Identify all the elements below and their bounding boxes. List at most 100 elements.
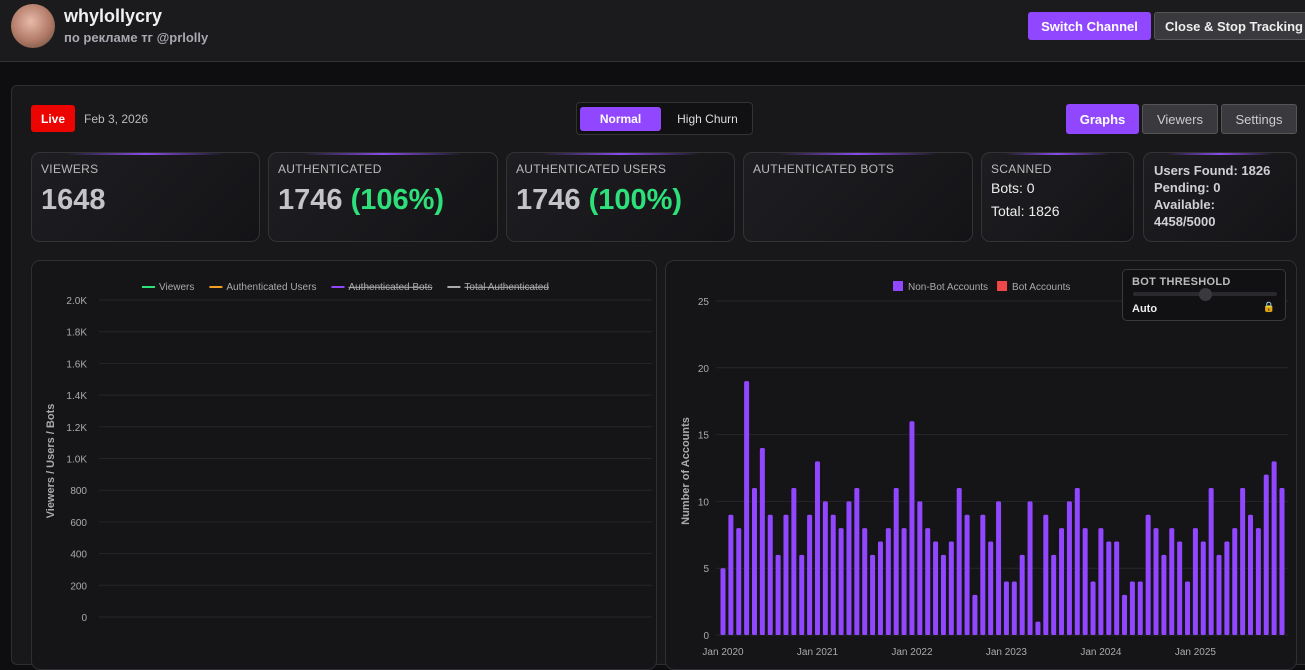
- tab-graphs[interactable]: Graphs: [1066, 104, 1139, 134]
- bar: [720, 568, 726, 635]
- authenticated-percent: (106%): [350, 184, 445, 216]
- y-tick-label: 0: [703, 631, 709, 642]
- bar: [1090, 581, 1096, 635]
- y-tick-label: 800: [70, 486, 87, 497]
- y-tick-label: 1.8K: [66, 328, 87, 339]
- y-tick-label: 1.4K: [66, 391, 87, 402]
- legend-swatch: [997, 281, 1008, 291]
- bar: [1129, 581, 1135, 635]
- bar: [1200, 541, 1206, 635]
- channel-header: whylollycry по рекламе тг @prlolly Switc…: [0, 0, 1305, 62]
- bar: [1145, 514, 1151, 635]
- bar: [1106, 541, 1112, 635]
- y-axis-label: Viewers / Users / Bots: [45, 404, 57, 519]
- live-badge: Live: [31, 105, 75, 132]
- bar-chart-svg: 0 5 10 15 20 25 Number of Accounts Jan 2020 Jan …: [680, 281, 1288, 658]
- bar: [1153, 528, 1159, 635]
- bar: [996, 501, 1002, 635]
- users-found: Users Found: 1826: [1154, 163, 1271, 178]
- viewers-label: VIEWERS: [41, 162, 99, 176]
- bot-threshold-slider-handle[interactable]: [1199, 288, 1212, 301]
- bar: [799, 554, 805, 635]
- tab-settings[interactable]: Settings: [1221, 104, 1297, 134]
- bar: [767, 514, 773, 635]
- bar: [830, 514, 836, 635]
- bot-threshold-value: Auto: [1132, 303, 1158, 315]
- bar: [862, 528, 868, 635]
- x-tick-label: Jan 2022: [891, 647, 933, 658]
- bar: [1255, 528, 1261, 635]
- x-tick-label: Jan 2024: [1080, 647, 1122, 658]
- bar: [1169, 528, 1175, 635]
- available-label: Available:: [1154, 197, 1215, 212]
- close-stop-tracking-button[interactable]: Close & Stop Tracking: [1154, 12, 1305, 40]
- bar: [1208, 488, 1214, 635]
- y-tick-label: 2.0K: [66, 296, 87, 307]
- viewers-line-chart: 0 200 400 600 800 1.0K 1.2K 1.4K 1.6K 1.8K 2.0K Vie…: [31, 260, 657, 670]
- bar: [1240, 488, 1246, 635]
- bar: [728, 514, 734, 635]
- bar: [1027, 501, 1033, 635]
- bar: [1137, 581, 1143, 635]
- x-tick-label: Jan 2025: [1175, 647, 1217, 658]
- line-chart-svg: 0 200 400 600 800 1.0K 1.2K 1.4K 1.6K 1.8K 2.0K Vie…: [45, 282, 652, 624]
- viewers-card: VIEWERS 1648: [31, 152, 260, 242]
- available-value: 4458/5000: [1154, 214, 1216, 229]
- y-tick-label: 25: [698, 297, 710, 308]
- x-tick-label: Jan 2021: [797, 647, 839, 658]
- bar: [980, 514, 986, 635]
- bar: [940, 554, 946, 635]
- y-tick-label: 1.0K: [66, 455, 87, 466]
- y-tick-label: 10: [698, 497, 710, 508]
- bar: [759, 447, 765, 635]
- avatar: [11, 4, 55, 48]
- mode-normal-button[interactable]: Normal: [580, 107, 661, 131]
- authenticated-bots-label: AUTHENTICATED BOTS: [753, 162, 895, 176]
- y-tick-label: 1.2K: [66, 423, 87, 434]
- legend-label: Authenticated Users: [226, 282, 316, 293]
- bar: [1066, 501, 1072, 635]
- bar: [1051, 554, 1057, 635]
- bar: [1248, 514, 1254, 635]
- bar: [1216, 554, 1222, 635]
- bar: [1003, 581, 1009, 635]
- bar: [1019, 554, 1025, 635]
- bar: [838, 528, 844, 635]
- y-tick-label: 1.6K: [66, 359, 87, 370]
- bar: [1011, 581, 1017, 635]
- authenticated-users-label: AUTHENTICATED USERS: [516, 162, 667, 176]
- bot-threshold-control: BOT THRESHOLD Auto 🔒: [1122, 269, 1286, 321]
- bar: [1059, 528, 1065, 635]
- switch-channel-button[interactable]: Switch Channel: [1028, 12, 1151, 40]
- x-tick-label: Jan 2020: [702, 647, 744, 658]
- mode-high-churn-button[interactable]: High Churn: [677, 112, 738, 126]
- bar: [1185, 581, 1191, 635]
- bar: [1263, 474, 1269, 635]
- channel-subtitle: по рекламе тг @prlolly: [64, 30, 209, 45]
- bar: [885, 528, 891, 635]
- bar: [1161, 554, 1167, 635]
- bar: [925, 528, 931, 635]
- bar: [1098, 528, 1104, 635]
- bot-threshold-track[interactable]: [1133, 288, 1277, 301]
- bar: [1271, 461, 1277, 635]
- bot-threshold-label: BOT THRESHOLD: [1132, 276, 1231, 288]
- bar: [1192, 528, 1198, 635]
- legend-label: Viewers: [159, 282, 194, 293]
- y-tick-label: 600: [70, 518, 87, 529]
- legend-swatch: [893, 281, 903, 291]
- pending-count: Pending: 0: [1154, 180, 1221, 195]
- authenticated-card: AUTHENTICATED 1746 (106%): [268, 152, 498, 242]
- scan-info-card: Users Found: 1826 Pending: 0 Available: …: [1143, 152, 1297, 242]
- tab-viewers[interactable]: Viewers: [1142, 104, 1218, 134]
- bar: [1074, 488, 1080, 635]
- date-label: Feb 3, 2026: [84, 112, 149, 126]
- bar: [751, 488, 757, 635]
- mode-toggle: Normal High Churn: [576, 102, 753, 135]
- bar: [893, 488, 899, 635]
- bar: [1082, 528, 1088, 635]
- bar: [744, 381, 750, 635]
- bar: [736, 528, 742, 635]
- scanned-bots: Bots: 0: [991, 180, 1035, 196]
- bar: [775, 554, 781, 635]
